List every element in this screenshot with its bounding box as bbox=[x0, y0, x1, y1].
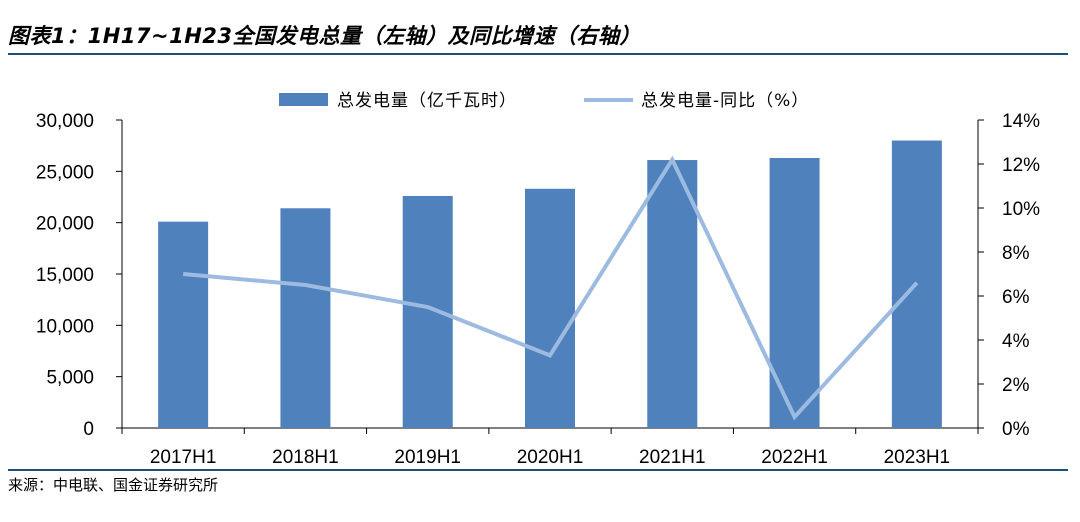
figure-title: 图表1：1H17~1H23全国发电总量（左轴）及同比增速（右轴） bbox=[8, 24, 642, 48]
chart-legend: 总发电量（亿千瓦时） 总发电量-同比（%） bbox=[279, 91, 809, 111]
combo-chart: 0 5,000 10,000 15,000 20,000 25,000 30,000 0% 2%… bbox=[36, 91, 1040, 468]
line-series bbox=[182, 155, 919, 421]
chart-axes: 0 5,000 10,000 15,000 20,000 25,000 30,000 0% 2%… bbox=[36, 111, 1040, 440]
y-left-tick-label: 15,000 bbox=[36, 265, 94, 286]
y-left-tick-label: 20,000 bbox=[36, 214, 94, 235]
y-right-tick-label: 12% bbox=[1002, 155, 1040, 176]
y-right-tick-label: 8% bbox=[1002, 243, 1030, 264]
y-right-tick-label: 4% bbox=[1002, 331, 1030, 352]
y-right-tick-label: 2% bbox=[1002, 375, 1030, 396]
x-tick-label: 2019H1 bbox=[394, 447, 461, 468]
x-tick-label: 2021H1 bbox=[639, 447, 706, 468]
bar bbox=[647, 160, 698, 429]
y-right-tick-label: 10% bbox=[1002, 199, 1040, 220]
y-left-tick-label: 0 bbox=[83, 419, 94, 440]
x-tick-labels: 2017H1 2018H1 2019H1 2020H1 2021H1 2022H1 2023… bbox=[150, 447, 950, 468]
y-left-tick-label: 25,000 bbox=[36, 162, 94, 183]
y-left-tick-label: 30,000 bbox=[36, 111, 94, 132]
legend-label-line: 总发电量-同比（%） bbox=[641, 91, 809, 111]
title-rule bbox=[8, 53, 1068, 55]
y-right-tick-label: 0% bbox=[1002, 419, 1030, 440]
x-tick-label: 2022H1 bbox=[761, 447, 828, 468]
y-left-tick-label: 5,000 bbox=[46, 368, 94, 389]
bar bbox=[525, 188, 575, 428]
bar bbox=[769, 157, 820, 428]
x-tick-label: 2017H1 bbox=[150, 447, 217, 468]
x-tick-label: 2023H1 bbox=[884, 447, 951, 468]
source-note: 来源：中电联、国金证券研究所 bbox=[8, 476, 219, 494]
bar bbox=[158, 221, 209, 428]
x-tick-label: 2020H1 bbox=[517, 447, 584, 468]
y-left-tick-label: 10,000 bbox=[36, 316, 94, 337]
legend-swatch-bar bbox=[279, 93, 328, 106]
y-right-tick-label: 14% bbox=[1002, 111, 1040, 132]
legend-label-bar: 总发电量（亿千瓦时） bbox=[337, 91, 517, 111]
y-right-tick-label: 6% bbox=[1002, 287, 1030, 308]
bar bbox=[280, 208, 331, 428]
x-tick-label: 2018H1 bbox=[272, 447, 339, 468]
source-rule bbox=[8, 469, 1068, 471]
